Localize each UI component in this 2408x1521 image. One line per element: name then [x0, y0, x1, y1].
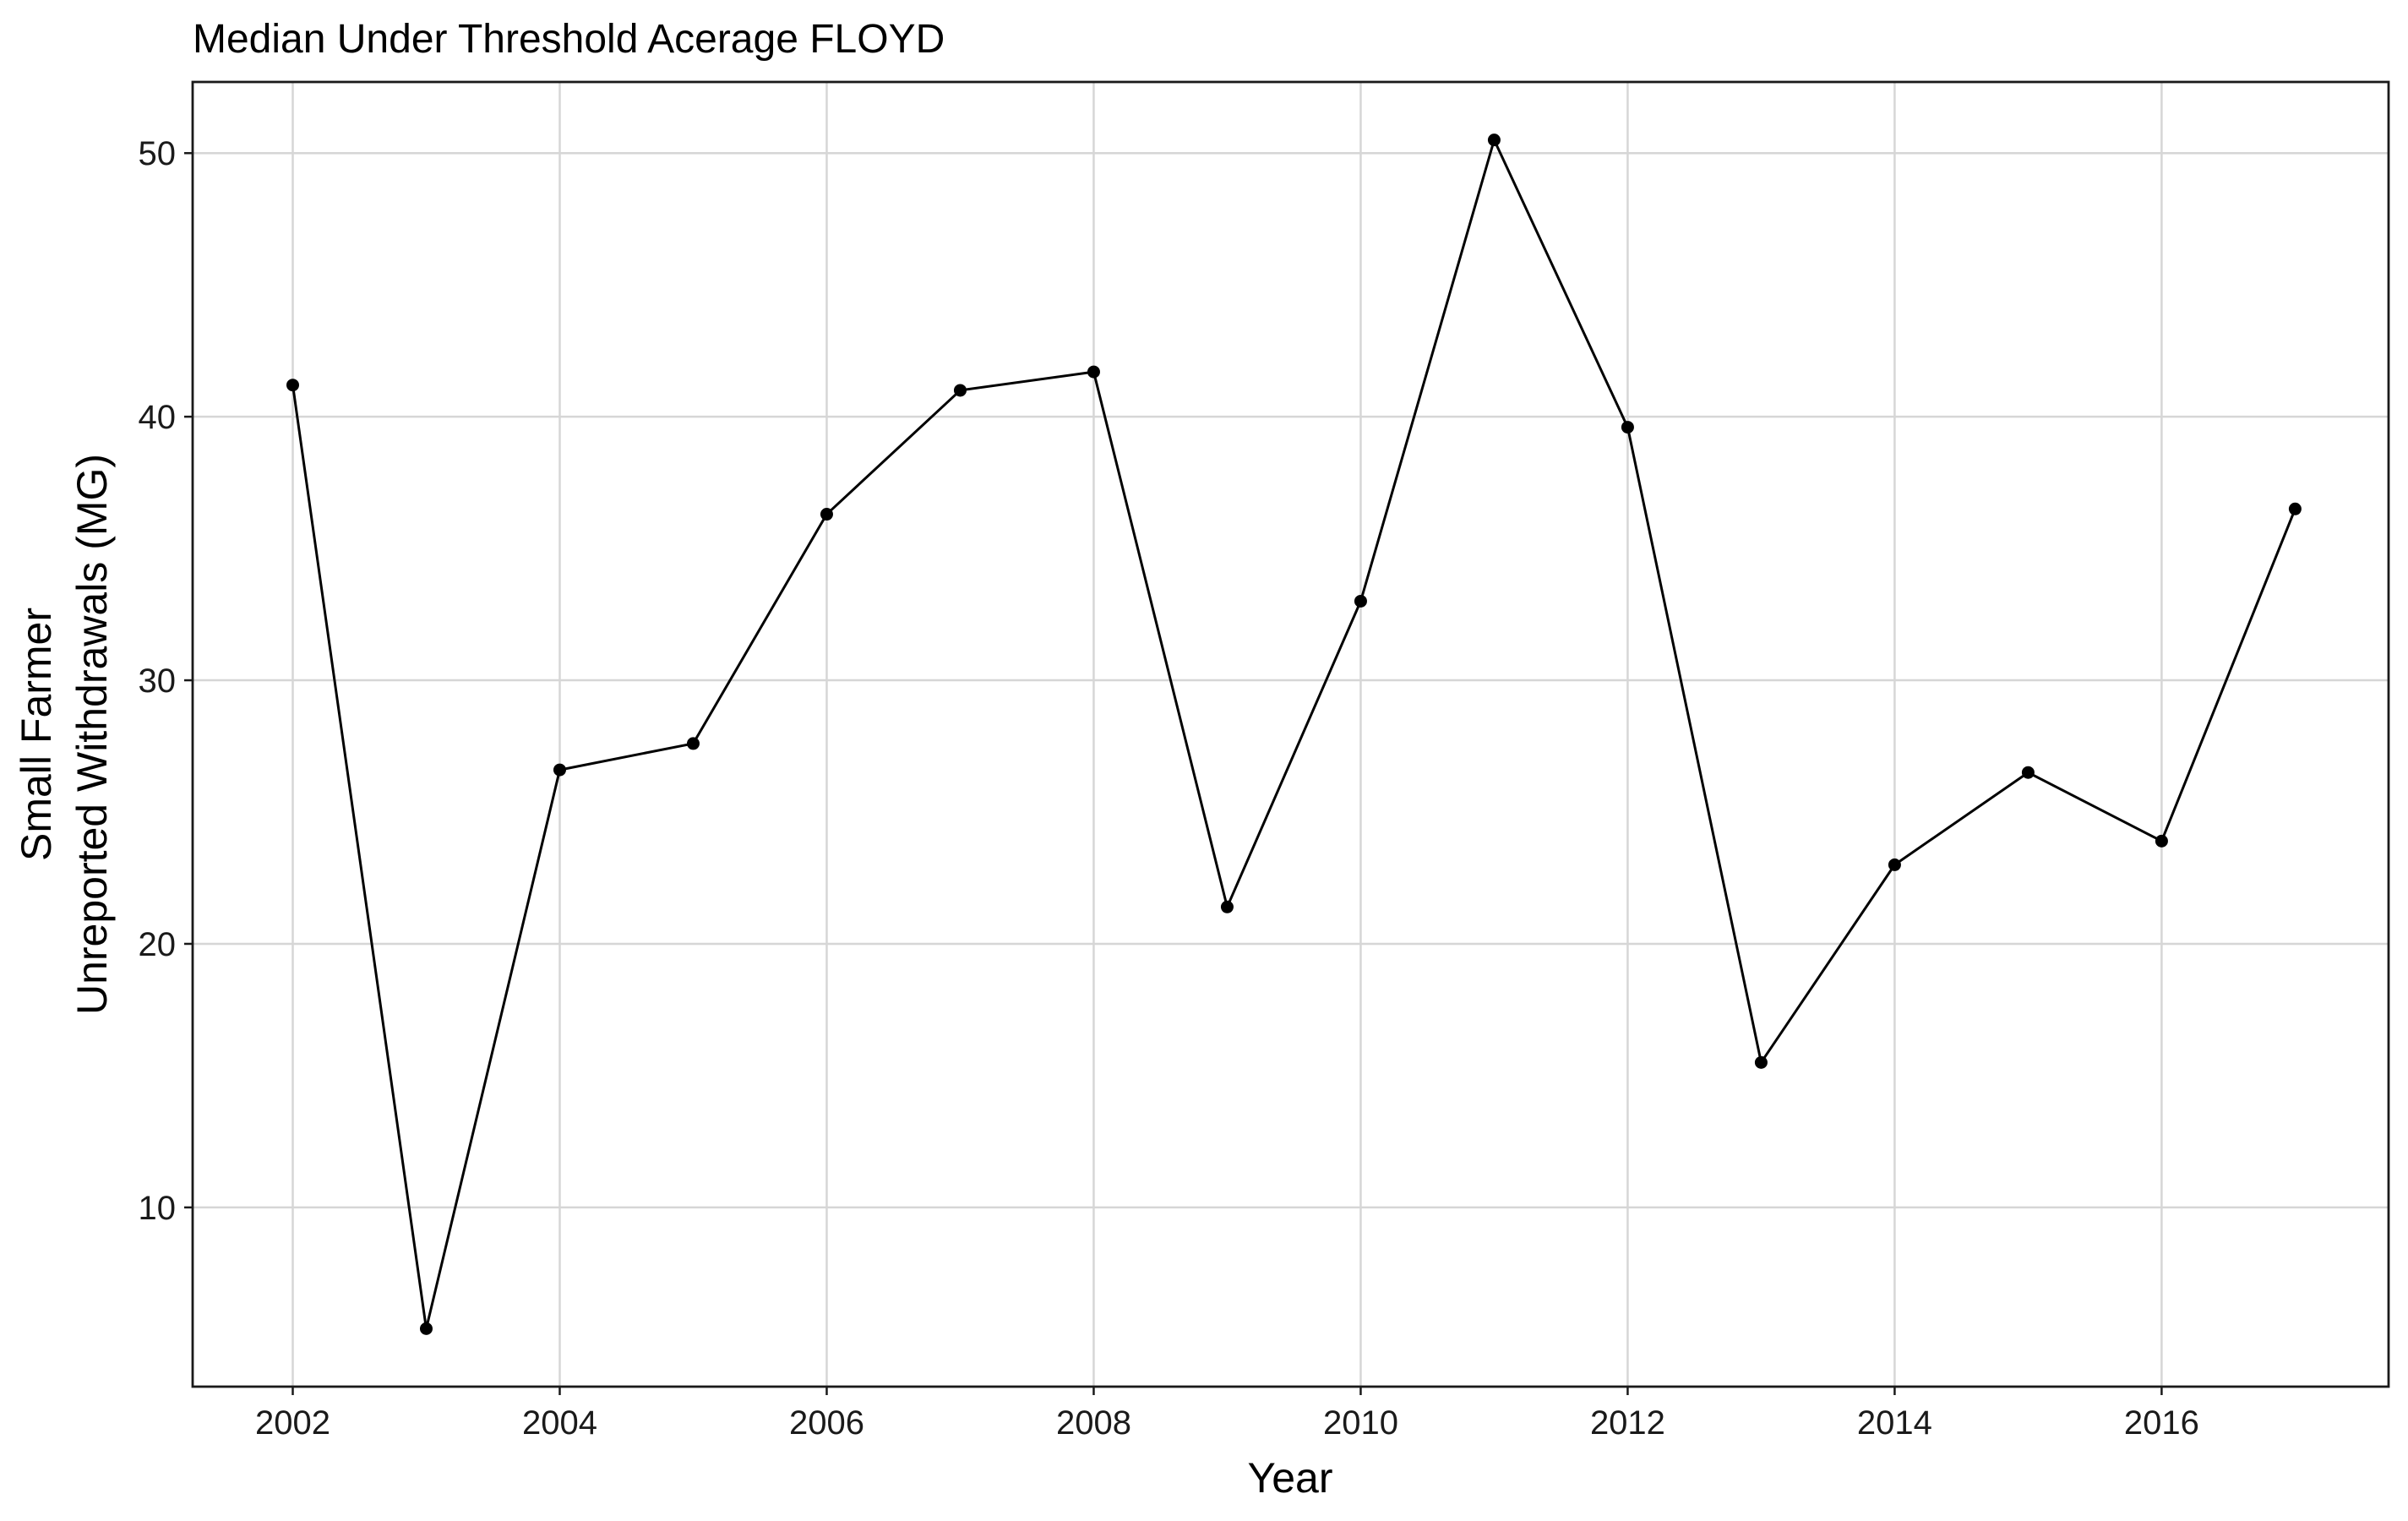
y-tick-label: 10: [139, 1190, 177, 1227]
data-point: [1354, 594, 1367, 608]
y-axis-ticks: 10 20 30 40 50: [139, 135, 193, 1227]
x-tick-label: 2010: [1323, 1404, 1398, 1442]
data-point: [2288, 502, 2302, 515]
y-tick-label: 40: [139, 399, 177, 436]
series-line: [291, 139, 2296, 1330]
y-tick-label: 30: [139, 662, 177, 700]
x-tick-label: 2008: [1056, 1404, 1131, 1442]
chart-title: Median Under Threshold Acerage FLOYD: [193, 17, 945, 62]
data-point: [419, 1322, 433, 1335]
data-point: [553, 763, 566, 777]
x-axis-ticks: 2002 2004 2006 2008 2010 2012 2014 2016: [255, 1387, 2199, 1442]
x-tick-label: 2012: [1590, 1404, 1665, 1442]
y-axis-title-line-1: Small Farmer: [13, 608, 60, 861]
data-point: [286, 379, 299, 392]
data-point: [1754, 1055, 1768, 1069]
data-series: [286, 134, 2302, 1335]
data-point: [1087, 365, 1100, 379]
x-tick-label: 2002: [255, 1404, 330, 1442]
data-point: [2155, 834, 2168, 848]
data-point: [1621, 421, 1634, 434]
data-point: [2021, 766, 2035, 779]
y-tick-label: 50: [139, 135, 177, 172]
plot-panel-border: [191, 80, 2390, 1388]
data-point: [1487, 134, 1501, 147]
x-tick-label: 2016: [2124, 1404, 2199, 1442]
data-point: [686, 737, 700, 750]
y-tick-label: 20: [139, 926, 177, 963]
x-axis-title: Year: [1247, 1454, 1332, 1502]
x-tick-label: 2004: [522, 1404, 597, 1442]
grid-lines: [193, 82, 2389, 1387]
data-point: [1888, 858, 1901, 871]
y-axis-title-line-2: Unreported Withdrawals (MG): [68, 454, 116, 1015]
x-tick-label: 2006: [789, 1404, 864, 1442]
data-point: [953, 384, 967, 397]
data-point: [1220, 900, 1234, 913]
x-tick-label: 2014: [1857, 1404, 1932, 1442]
data-point: [820, 508, 833, 521]
